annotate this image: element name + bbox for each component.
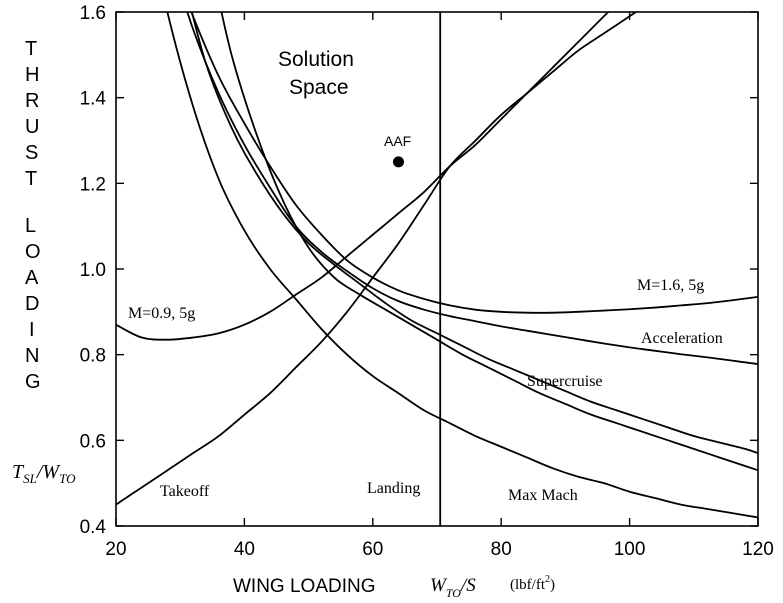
plot-frame bbox=[115, 11, 759, 527]
annotation-space: Space bbox=[289, 76, 349, 99]
x-tick-label: 120 bbox=[742, 539, 774, 560]
series-line-extra-constraint bbox=[190, 12, 758, 455]
ylabel-letter-1: T bbox=[25, 38, 37, 60]
series-line-acceleration bbox=[186, 12, 758, 365]
ylabel-letter-7: L bbox=[25, 215, 36, 237]
x-tick-label: 40 bbox=[234, 539, 255, 560]
series-line-max-mach bbox=[166, 12, 758, 519]
y-tick-label: 1.2 bbox=[80, 174, 106, 195]
y-tick-label: 0.4 bbox=[80, 517, 107, 538]
x-tick-label: 20 bbox=[105, 539, 126, 560]
annotation-aaf: AAF bbox=[384, 133, 411, 149]
ylabel-letter-8: O bbox=[25, 241, 41, 263]
aaf-point bbox=[392, 156, 404, 168]
series-line-m-0-9-5g bbox=[116, 12, 610, 341]
ylabel-letter-4: U bbox=[25, 116, 39, 138]
x-axis-units: (lbf/ft2) bbox=[510, 574, 555, 593]
label-takeoff: Takeoff bbox=[160, 483, 210, 500]
y-tick-label: 1.4 bbox=[80, 89, 107, 110]
label-m09: M=0.9, 5g bbox=[128, 305, 195, 322]
ylabel-symbol: TSL/WTO bbox=[12, 461, 76, 486]
label-maxmach: Max Mach bbox=[508, 487, 578, 504]
ylabel-letter-13: G bbox=[25, 371, 41, 393]
y-tick-label: 1.0 bbox=[80, 260, 106, 281]
ticks-group: 20 40 60 80 100 120 0.4 0.6 0.8 1.0 1.2 1.4 1.6 bbox=[80, 3, 774, 560]
ylabel-letter-10: D bbox=[25, 293, 39, 315]
series-line-supercruise bbox=[220, 12, 758, 472]
label-landing: Landing bbox=[367, 480, 420, 497]
ylabel-letter-6: T bbox=[25, 168, 37, 190]
y-tick-label: 1.6 bbox=[80, 3, 106, 24]
ylabel-letter-9: A bbox=[25, 267, 39, 289]
y-tick-label: 0.8 bbox=[80, 346, 106, 367]
ylabel-letter-5: S bbox=[25, 142, 38, 164]
label-m16: M=1.6, 5g bbox=[637, 277, 704, 294]
x-axis-symbol: WTO/S bbox=[430, 575, 476, 600]
label-supercruise: Supercruise bbox=[527, 373, 603, 390]
series-line-m-1-6-5g bbox=[190, 12, 758, 314]
ylabel-letter-2: H bbox=[25, 64, 39, 86]
y-tick-label: 0.6 bbox=[80, 431, 106, 452]
label-acceleration: Acceleration bbox=[641, 330, 723, 347]
x-tick-label: 80 bbox=[491, 539, 512, 560]
curves-group bbox=[116, 12, 758, 526]
ylabel-letter-3: R bbox=[25, 90, 39, 112]
x-tick-label: 60 bbox=[362, 539, 383, 560]
x-tick-label: 100 bbox=[614, 539, 646, 560]
y-axis-label: T H R U S T L O A D I N G bbox=[25, 38, 41, 393]
series-line-takeoff bbox=[116, 12, 638, 506]
ylabel-letter-12: N bbox=[25, 345, 39, 367]
ylabel-letter-11: I bbox=[29, 319, 35, 341]
annotation-solution: Solution bbox=[278, 48, 354, 71]
x-axis-label: WING LOADING bbox=[233, 576, 376, 597]
